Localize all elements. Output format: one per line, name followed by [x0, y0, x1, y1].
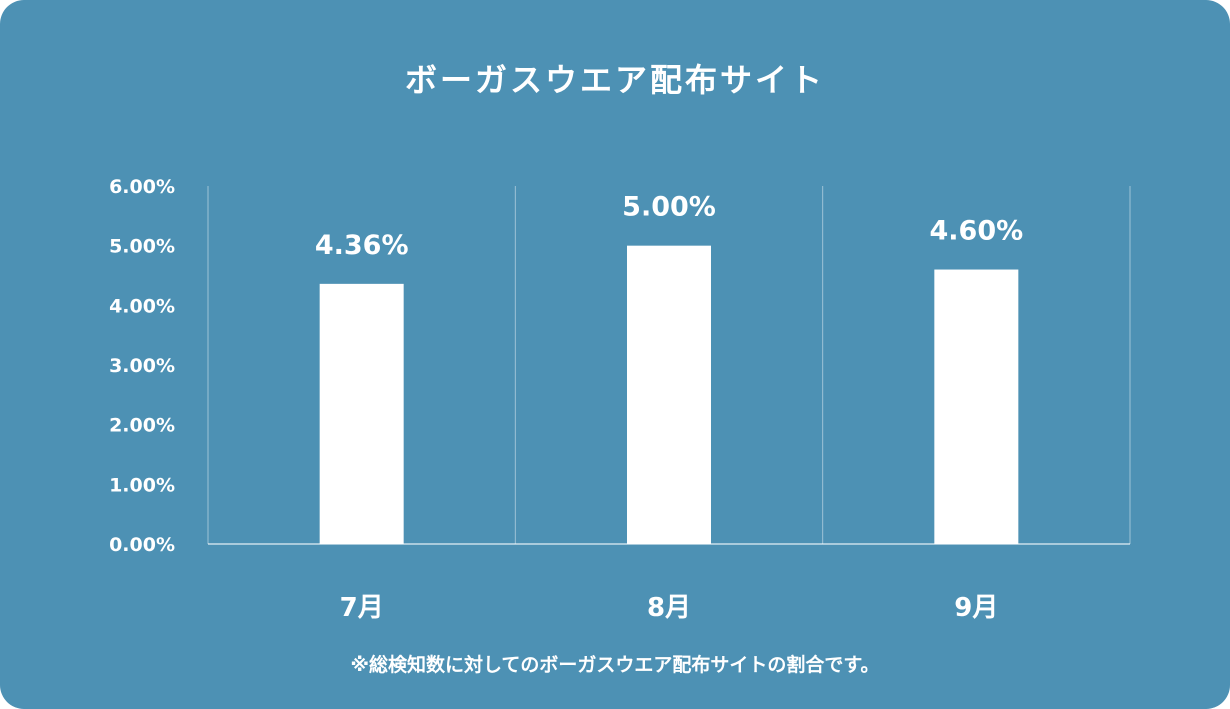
value-labels: 4.36% 5.00% 4.60%: [315, 192, 1023, 261]
y-tick-label: 6.00%: [109, 176, 175, 198]
bars: [319, 245, 1019, 544]
x-tick-label: 9月: [954, 593, 998, 623]
value-label: 5.00%: [622, 192, 716, 223]
bar: [934, 269, 1019, 544]
value-label: 4.36%: [315, 230, 409, 261]
category-separators: [207, 186, 1131, 544]
x-tick-label: 7月: [340, 593, 384, 623]
y-tick-label: 0.00%: [109, 534, 175, 556]
x-axis-tick-labels: 7月 8月 9月: [340, 593, 999, 623]
x-tick-label: 8月: [647, 593, 691, 623]
value-label: 4.60%: [929, 216, 1023, 247]
y-tick-label: 4.00%: [109, 295, 175, 317]
footnote: ※総検知数に対してのボーガスウエア配布サイトの割合です。: [350, 654, 880, 676]
y-tick-label: 3.00%: [109, 355, 175, 377]
chart-title: ボーガスウエア配布サイト: [404, 61, 825, 99]
bar: [627, 245, 711, 544]
y-axis-tick-labels: 0.00% 1.00% 2.00% 3.00% 4.00% 5.00% 6.00%: [109, 176, 175, 556]
y-tick-label: 2.00%: [109, 415, 175, 437]
bar: [319, 283, 404, 544]
y-tick-label: 5.00%: [109, 236, 175, 258]
y-tick-label: 1.00%: [109, 474, 175, 496]
